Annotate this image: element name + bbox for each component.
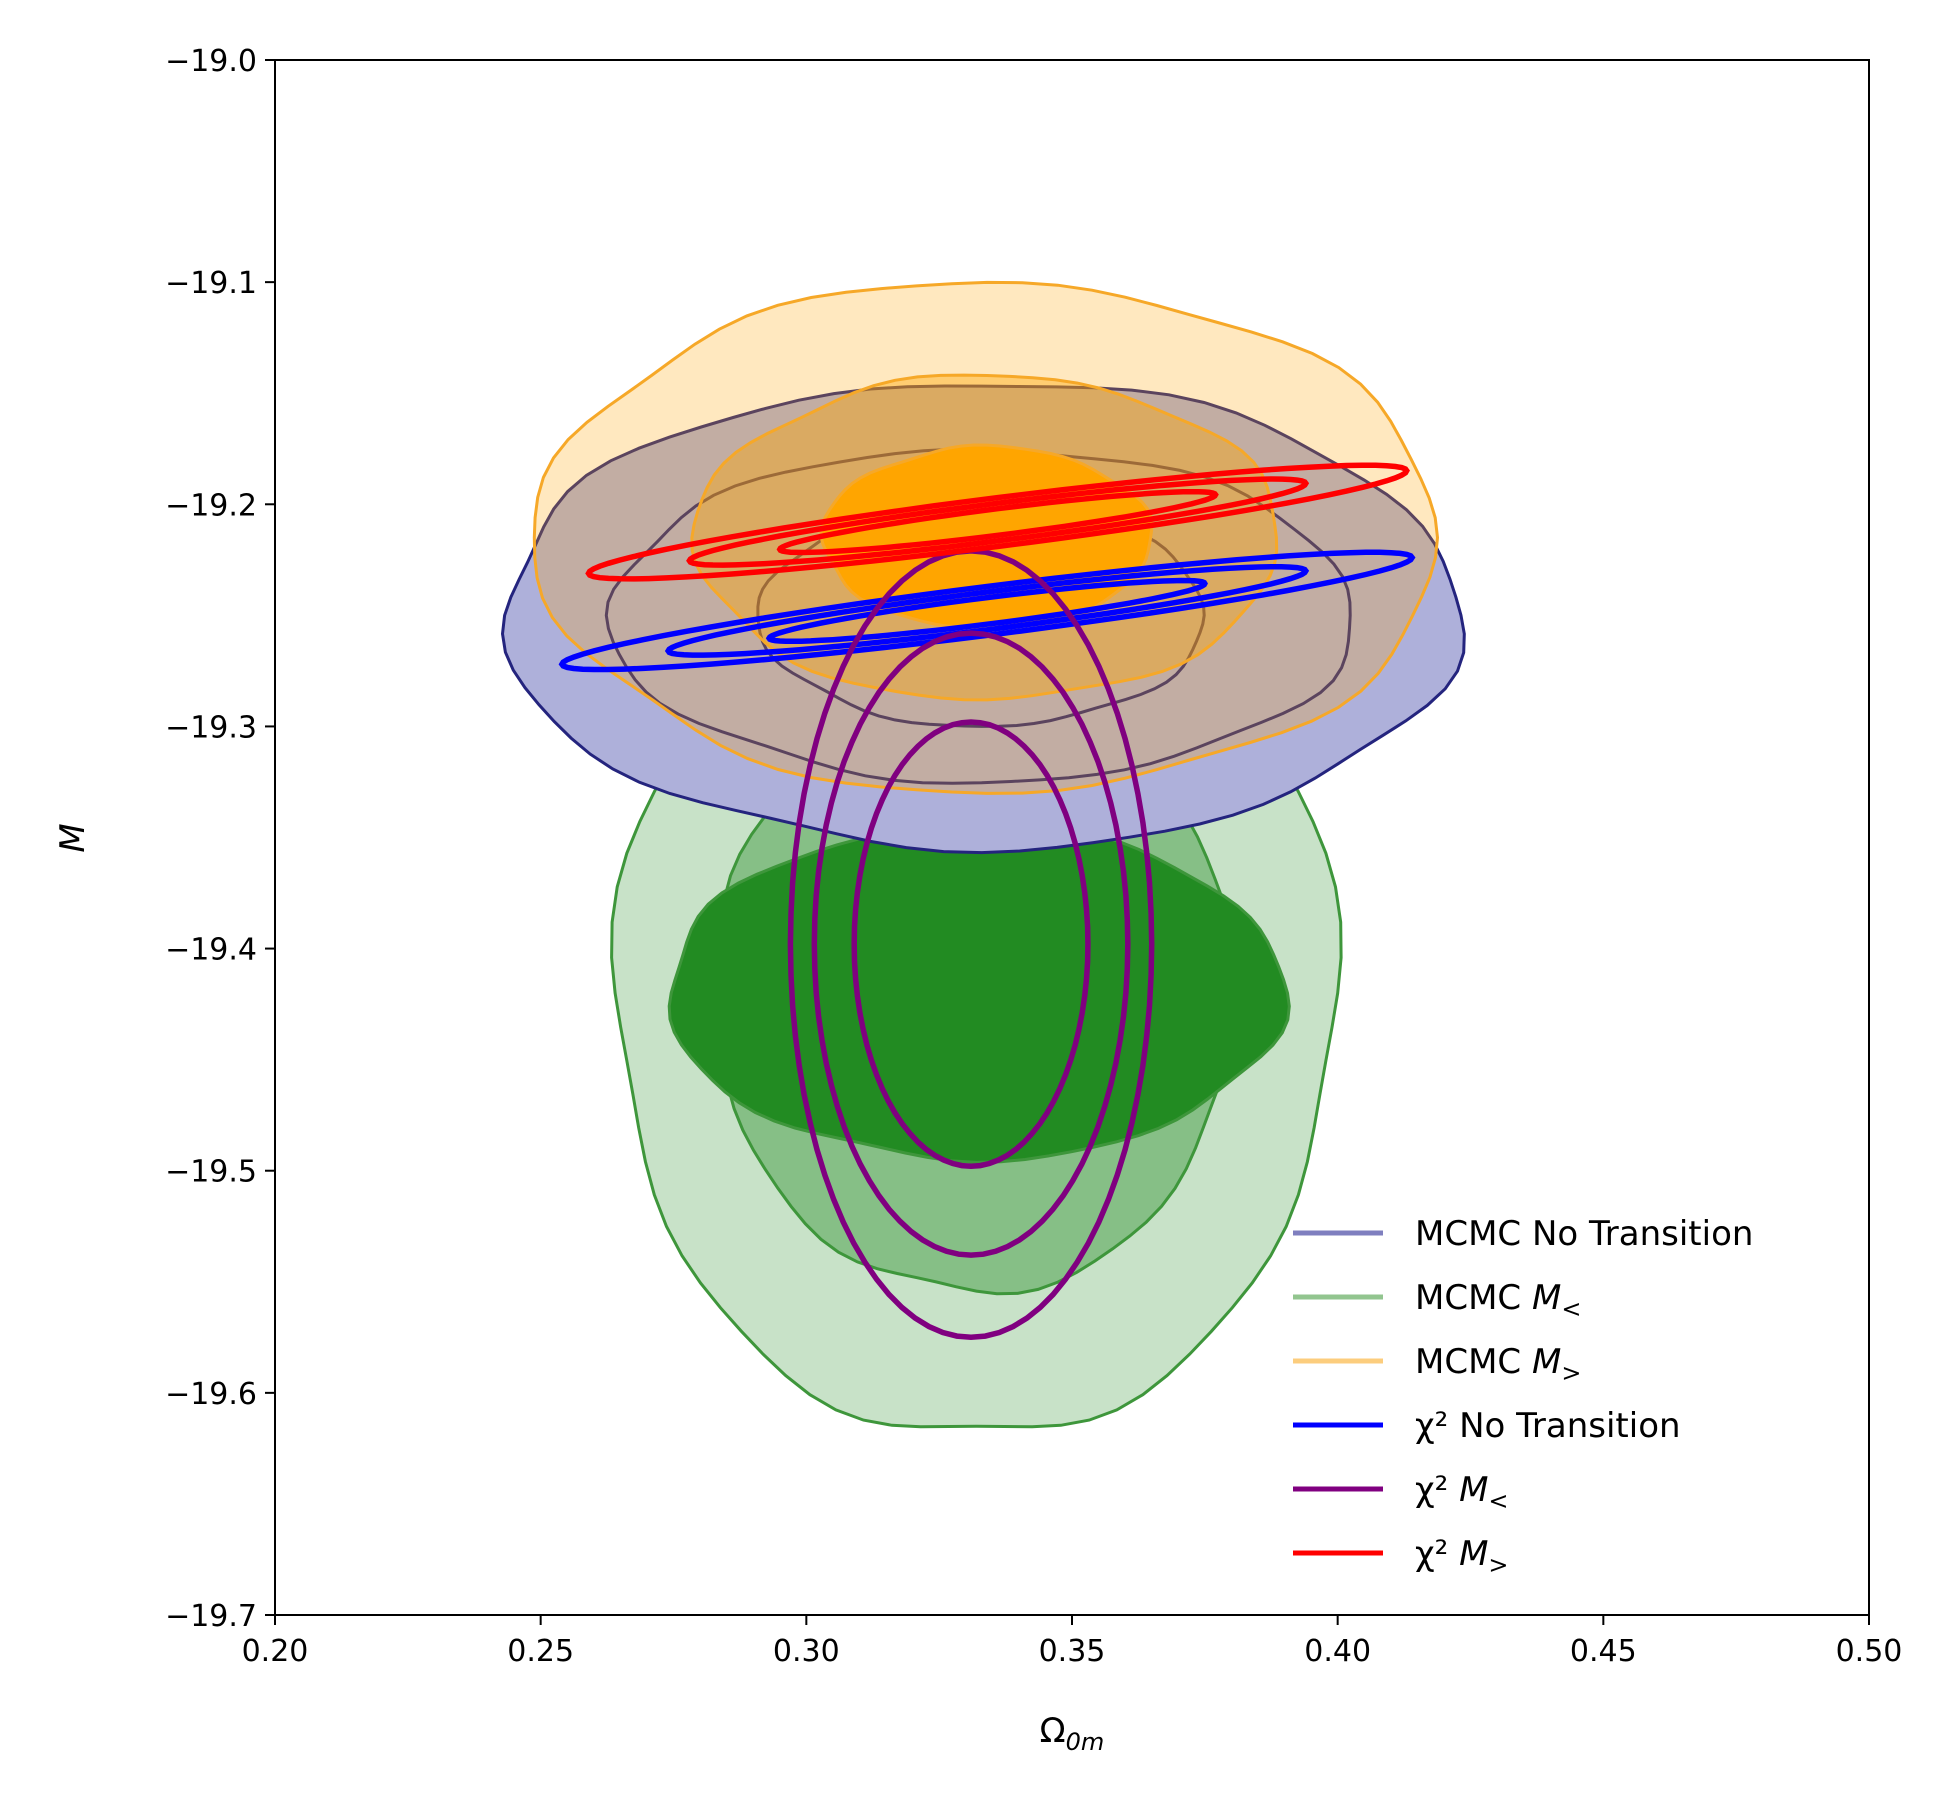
x-axis: 0.20 0.25 0.30 0.35 0.40 0.45 0.50 bbox=[242, 1615, 1903, 1669]
contour-level-3 bbox=[667, 826, 1291, 1164]
legend-label: χ² M< bbox=[1415, 1470, 1509, 1515]
ellipse-level-3 bbox=[851, 719, 1091, 1170]
x-tick-label: 0.25 bbox=[507, 1634, 574, 1669]
legend: MCMC No Transition MCMC M< MCMC M> χ² No Tr… bbox=[1293, 1214, 1753, 1579]
series-chi2-no-transition bbox=[558, 549, 1416, 673]
ellipse-level-3 bbox=[765, 577, 1208, 645]
y-tick-label: −19.1 bbox=[165, 266, 257, 301]
legend-item: χ² M> bbox=[1293, 1534, 1509, 1579]
contour-level-2 bbox=[604, 447, 1352, 785]
legend-label: χ² No Transition bbox=[1415, 1406, 1681, 1446]
ellipse-level-1 bbox=[558, 549, 1416, 673]
y-tick-label: −19.3 bbox=[165, 710, 257, 745]
series-chi2-mgt bbox=[585, 462, 1410, 582]
legend-subscript: < bbox=[1488, 1487, 1508, 1515]
plot-area bbox=[500, 280, 1466, 1429]
x-tick-label: 0.20 bbox=[242, 1634, 309, 1669]
y-tick-label: −19.7 bbox=[165, 1599, 257, 1634]
x-axis-label: Ω0m bbox=[1040, 1711, 1105, 1756]
x-axis-label-subscript: 0m bbox=[1066, 1728, 1105, 1756]
series-chi2-mlt bbox=[787, 548, 1155, 1341]
legend-item: χ² No Transition bbox=[1293, 1406, 1681, 1446]
y-tick-label: −19.0 bbox=[165, 44, 257, 79]
legend-item: MCMC M< bbox=[1293, 1278, 1581, 1323]
legend-label: MCMC M> bbox=[1415, 1342, 1581, 1387]
ellipse-level-2 bbox=[811, 630, 1131, 1258]
x-tick-label: 0.50 bbox=[1836, 1634, 1903, 1669]
y-axis: −19.7 −19.6 −19.5 −19.4 −19.3 −19.2 −19.1 −19.0 bbox=[165, 44, 275, 1634]
legend-subscript: < bbox=[1561, 1295, 1581, 1323]
x-tick-label: 0.40 bbox=[1304, 1634, 1371, 1669]
y-tick-label: −19.5 bbox=[165, 1155, 257, 1190]
y-tick-label: −19.6 bbox=[165, 1377, 257, 1412]
legend-item: MCMC No Transition bbox=[1293, 1214, 1753, 1254]
legend-subscript: > bbox=[1561, 1359, 1581, 1387]
legend-label: χ² M> bbox=[1415, 1534, 1509, 1579]
ellipse-level-1 bbox=[787, 548, 1155, 1341]
ellipse-level-2 bbox=[664, 563, 1310, 658]
legend-label: MCMC No Transition bbox=[1415, 1214, 1753, 1254]
y-axis-label: M bbox=[53, 823, 93, 852]
ellipse-level-3 bbox=[776, 488, 1219, 556]
legend-item: χ² M< bbox=[1293, 1470, 1509, 1515]
legend-subscript: > bbox=[1488, 1551, 1508, 1579]
x-tick-label: 0.30 bbox=[773, 1634, 840, 1669]
legend-label: MCMC M< bbox=[1415, 1278, 1581, 1323]
ellipse-level-2 bbox=[686, 476, 1310, 568]
x-tick-label: 0.45 bbox=[1570, 1634, 1637, 1669]
y-tick-label: −19.4 bbox=[165, 933, 257, 968]
legend-item: MCMC M> bbox=[1293, 1342, 1581, 1387]
x-tick-label: 0.35 bbox=[1039, 1634, 1106, 1669]
y-tick-label: −19.2 bbox=[165, 488, 257, 523]
ellipse-level-1 bbox=[585, 462, 1410, 582]
